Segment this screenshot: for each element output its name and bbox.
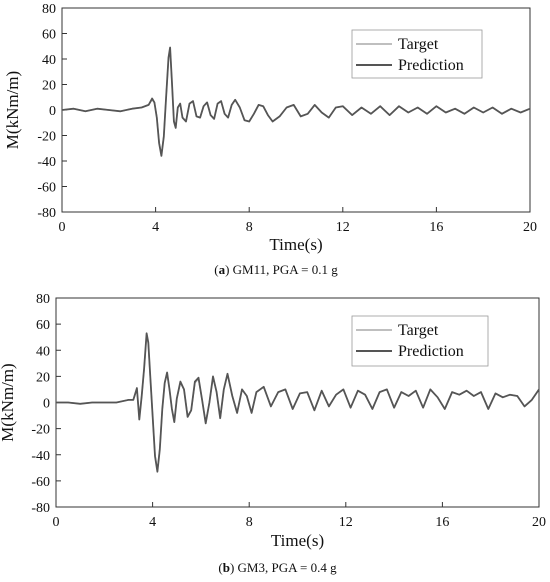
x-tick-label: 8 bbox=[246, 515, 253, 530]
legend-label: Prediction bbox=[398, 57, 464, 74]
y-tick-label: 40 bbox=[36, 344, 50, 359]
y-tick-label: 60 bbox=[36, 318, 50, 333]
y-tick-label: 80 bbox=[36, 292, 50, 307]
x-axis-label: Time(s) bbox=[271, 531, 324, 550]
y-axis-label: M(kNm/m) bbox=[3, 71, 22, 149]
x-tick-label: 8 bbox=[246, 220, 253, 235]
y-tick-label: -20 bbox=[37, 130, 56, 145]
y-tick-label: 20 bbox=[42, 79, 56, 94]
panel-caption: (b) GM3, PGA = 0.4 g bbox=[218, 560, 337, 575]
x-tick-label: 12 bbox=[339, 515, 353, 530]
legend-label: Prediction bbox=[398, 343, 464, 360]
legend-box bbox=[351, 29, 483, 79]
y-tick-label: -60 bbox=[31, 475, 50, 490]
y-tick-label: -20 bbox=[31, 423, 50, 438]
legend-label: Target bbox=[398, 322, 439, 339]
x-tick-label: 0 bbox=[59, 220, 66, 235]
series-line-prediction bbox=[62, 46, 530, 157]
y-tick-label: -80 bbox=[31, 501, 50, 516]
legend: Target Prediction bbox=[351, 315, 489, 367]
y-tick-label: 60 bbox=[42, 28, 56, 43]
series-line-prediction bbox=[56, 332, 539, 473]
y-axis-label: M(kNm/m) bbox=[0, 363, 17, 441]
x-axis-label: Time(s) bbox=[269, 235, 322, 254]
x-tick-label: 0 bbox=[53, 515, 60, 530]
x-tick-label: 12 bbox=[336, 220, 350, 235]
x-tick-label: 4 bbox=[152, 220, 159, 235]
x-tick-label: 20 bbox=[532, 515, 546, 530]
legend: Target Prediction bbox=[351, 29, 483, 79]
y-tick-label: 80 bbox=[42, 2, 56, 17]
y-tick-label: 0 bbox=[49, 104, 56, 119]
panel-caption: (a) GM11, PGA = 0.1 g bbox=[214, 262, 338, 277]
x-tick-label: 20 bbox=[523, 220, 537, 235]
y-tick-label: 20 bbox=[36, 370, 50, 385]
y-tick-label: -60 bbox=[37, 181, 56, 196]
x-tick-label: 16 bbox=[435, 515, 449, 530]
y-tick-label: -40 bbox=[31, 449, 50, 464]
x-tick-label: 16 bbox=[429, 220, 443, 235]
legend-label: Target bbox=[398, 36, 439, 53]
y-tick-label: 0 bbox=[43, 397, 50, 412]
y-tick-label: 40 bbox=[42, 53, 56, 68]
x-tick-label: 4 bbox=[149, 515, 156, 530]
y-tick-label: -40 bbox=[37, 155, 56, 170]
y-tick-label: -80 bbox=[37, 206, 56, 221]
legend-box bbox=[351, 315, 489, 367]
